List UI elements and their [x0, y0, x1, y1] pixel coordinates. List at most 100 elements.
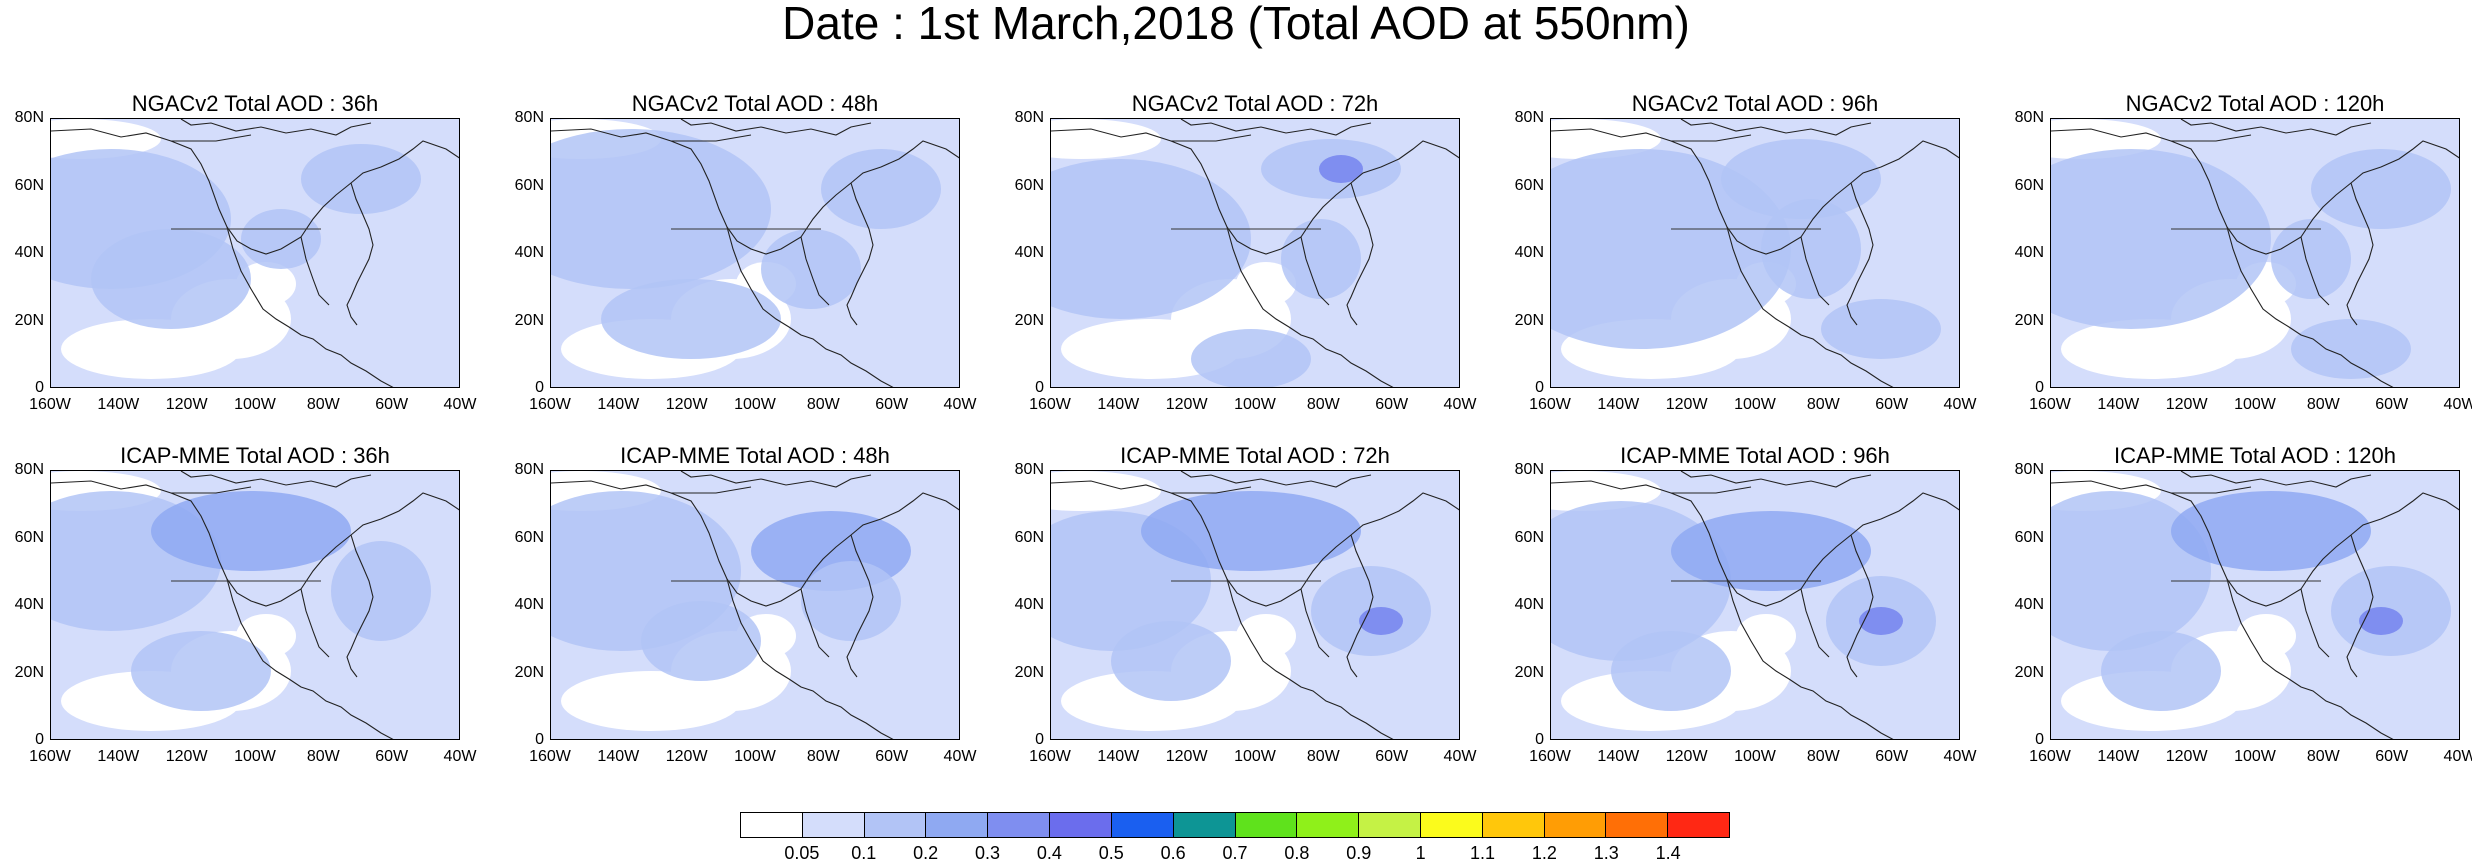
panel-title: NGACv2 Total AOD : 96h — [1631, 91, 1879, 116]
y-tick-label: 40N — [514, 244, 544, 261]
y-tick-label: 20N — [14, 663, 44, 681]
x-tick-label: 40W — [443, 748, 477, 765]
x-tick-label: 120W — [665, 396, 708, 413]
x-tick-label: 140W — [97, 396, 140, 413]
x-tick-label: 80W — [2306, 748, 2340, 765]
colorbar-box — [741, 813, 803, 837]
x-tick-label: 140W — [1097, 396, 1140, 413]
x-tick-label: 120W — [1665, 396, 1708, 413]
y-tick-label: 40N — [14, 244, 44, 261]
x-tick-label: 60W — [875, 748, 909, 765]
aod-low-area — [51, 119, 161, 159]
x-tick-label: 120W — [165, 396, 208, 413]
y-tick-label: 60N — [14, 176, 44, 194]
x-tick-label: 100W — [234, 396, 276, 413]
x-tick-label: 80W — [806, 748, 840, 765]
x-tick-label: 160W — [29, 748, 71, 765]
colorbar-box — [1482, 813, 1545, 837]
map-panel: ICAP-MME Total AOD : 96h 80N 60N 40N 20N 0 160… — [1500, 444, 2000, 804]
aod-plume — [1191, 329, 1311, 387]
x-tick-label: 140W — [597, 748, 640, 765]
colorbar-box — [1606, 813, 1669, 837]
x-tick-label: 100W — [734, 396, 776, 413]
y-tick-label: 60N — [514, 528, 544, 546]
map-plot-area — [50, 470, 460, 740]
y-tick-label: 40N — [1014, 244, 1044, 261]
aod-plume — [1051, 159, 1251, 319]
colorbar-box — [1544, 813, 1607, 837]
x-tick-label: 60W — [2375, 396, 2409, 413]
coastline — [551, 471, 959, 739]
aod-low-area — [1736, 614, 1796, 658]
y-tick-label: 20N — [514, 311, 544, 329]
x-tick-label: 160W — [529, 748, 571, 765]
aod-map — [1551, 471, 1959, 739]
y-tick-label: 60N — [14, 528, 44, 546]
aod-low-area — [1236, 262, 1296, 306]
aod-plume — [2101, 631, 2221, 711]
x-tick-label: 160W — [529, 396, 571, 413]
map-panel: NGACv2 Total AOD : 72h 80N 60N 40N 20N 0 160W 1… — [1000, 92, 1500, 452]
x-tick-label: 120W — [2165, 748, 2208, 765]
x-tick-label: 40W — [1943, 396, 1977, 413]
x-tick-label: 140W — [2097, 396, 2140, 413]
x-tick-label: 60W — [875, 396, 909, 413]
aod-high-core — [1319, 155, 1363, 183]
x-tick-label: 60W — [1875, 396, 1909, 413]
aod-map — [2051, 119, 2459, 387]
colorbar-label: 1 — [1415, 843, 1426, 863]
y-tick-label: 40N — [1514, 244, 1544, 261]
x-tick-label: 60W — [375, 748, 409, 765]
aod-plume — [1141, 491, 1361, 571]
colorbar-label: 1.3 — [1593, 843, 1619, 863]
map-plot-area — [1050, 118, 1460, 388]
colorbar-box — [802, 813, 865, 837]
colorbar-box — [864, 813, 927, 837]
panel-title: ICAP-MME Total AOD : 120h — [2113, 443, 2397, 468]
aod-plume — [1761, 199, 1861, 299]
x-tick-label: 160W — [1029, 396, 1071, 413]
x-tick-label: 40W — [943, 396, 977, 413]
aod-map — [551, 471, 959, 739]
y-tick-label: 80N — [514, 109, 544, 126]
aod-low-area — [1236, 614, 1296, 658]
x-tick-label: 120W — [1665, 748, 1708, 765]
coastline — [551, 119, 959, 387]
colorbar-box — [1668, 813, 1729, 837]
panel-title: NGACv2 Total AOD : 120h — [2125, 91, 2385, 116]
x-tick-label: 60W — [2375, 748, 2409, 765]
map-panel: NGACv2 Total AOD : 36h 80N 60N 40N 20N 0 160W 1… — [0, 92, 500, 452]
map-plot-area — [1550, 470, 1960, 740]
aod-map — [1051, 119, 1459, 387]
x-tick-label: 160W — [2029, 396, 2071, 413]
colorbar-box — [1173, 813, 1236, 837]
aod-plume — [801, 561, 901, 641]
panel-title: ICAP-MME Total AOD : 72h — [1120, 443, 1390, 468]
x-tick-label: 120W — [1165, 396, 1208, 413]
y-tick-label: 60N — [1514, 528, 1544, 546]
colorbar-box — [926, 813, 989, 837]
x-tick-label: 140W — [597, 396, 640, 413]
aod-plume — [331, 541, 431, 641]
x-tick-label: 140W — [1097, 748, 1140, 765]
x-tick-label: 40W — [1443, 748, 1477, 765]
y-tick-label: 40N — [514, 596, 544, 613]
y-tick-label: 0 — [2035, 731, 2044, 748]
aod-map — [1051, 471, 1459, 739]
aod-plume — [2291, 319, 2411, 379]
x-tick-label: 80W — [1806, 396, 1840, 413]
y-tick-label: 20N — [514, 663, 544, 681]
x-tick-label: 40W — [443, 396, 477, 413]
y-tick-label: 20N — [2014, 311, 2044, 329]
colorbar-box — [1359, 813, 1421, 837]
colorbar-label: 0.5 — [1098, 843, 1124, 863]
map-panel: NGACv2 Total AOD : 48h 80N 60N 40N 20N 0 160W 1… — [500, 92, 1000, 452]
y-tick-label: 60N — [514, 176, 544, 194]
colorbar-label: 0.3 — [974, 843, 1001, 863]
x-tick-label: 100W — [2234, 748, 2276, 765]
aod-map — [2051, 471, 2459, 739]
x-tick-label: 60W — [375, 396, 409, 413]
x-tick-label: 140W — [1597, 748, 1640, 765]
map-panel: NGACv2 Total AOD : 120h 80N 60N 40N 20N 0 160W… — [2000, 92, 2472, 452]
colorbar-label: 0.05 — [784, 843, 820, 863]
